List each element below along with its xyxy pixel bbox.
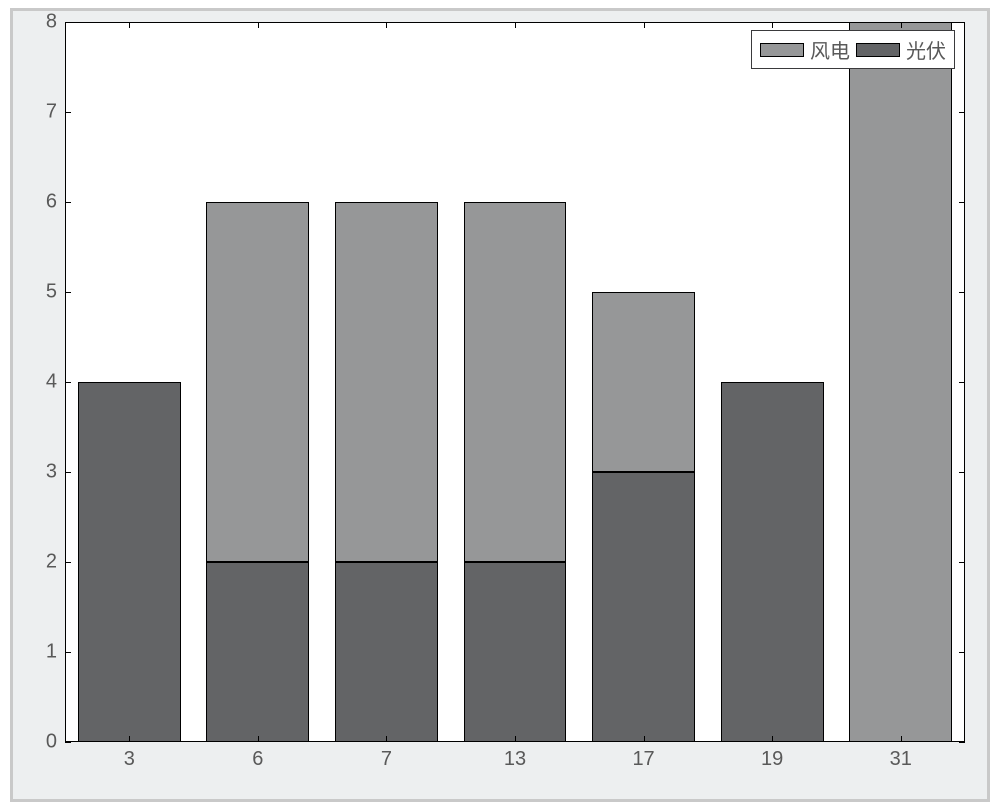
legend: 风电 光伏	[751, 30, 955, 69]
bar-segment	[464, 202, 567, 562]
x-tick	[772, 736, 773, 742]
y-tick-label: 3	[37, 461, 57, 484]
bar-segment	[206, 202, 309, 562]
x-tick	[515, 22, 516, 28]
y-tick-label: 0	[37, 731, 57, 754]
y-tick	[65, 22, 71, 23]
x-tick	[386, 22, 387, 28]
y-tick	[65, 202, 71, 203]
bar-segment	[592, 472, 695, 742]
bar-segment	[335, 562, 438, 742]
y-tick-label: 5	[37, 281, 57, 304]
bar-segment	[721, 382, 824, 742]
y-tick	[65, 292, 71, 293]
bar-segment	[335, 202, 438, 562]
x-tick	[129, 736, 130, 742]
y-tick	[959, 202, 965, 203]
bar-segment	[464, 562, 567, 742]
y-tick	[959, 382, 965, 383]
y-tick-label: 2	[37, 551, 57, 574]
x-tick	[901, 736, 902, 742]
bar-segment	[849, 22, 952, 742]
bar-segment	[206, 562, 309, 742]
x-tick-label: 31	[890, 748, 912, 771]
x-tick	[129, 22, 130, 28]
x-tick	[386, 736, 387, 742]
y-tick-label: 4	[37, 371, 57, 394]
bar-segment	[592, 292, 695, 472]
x-tick	[258, 22, 259, 28]
y-tick-label: 7	[37, 101, 57, 124]
y-tick	[959, 742, 965, 743]
y-tick	[65, 652, 71, 653]
legend-label: 风电	[810, 35, 850, 64]
y-tick	[65, 742, 71, 743]
x-tick	[515, 736, 516, 742]
y-tick	[959, 112, 965, 113]
y-tick-label: 6	[37, 191, 57, 214]
legend-swatch	[760, 43, 804, 57]
x-tick	[644, 736, 645, 742]
y-tick	[65, 472, 71, 473]
y-tick	[959, 562, 965, 563]
legend-swatch	[856, 43, 900, 57]
x-tick	[258, 736, 259, 742]
y-tick-label: 1	[37, 641, 57, 664]
x-tick-label: 17	[632, 748, 654, 771]
x-tick	[901, 22, 902, 28]
x-tick-label: 6	[252, 748, 263, 771]
x-tick	[772, 22, 773, 28]
legend-label: 光伏	[906, 35, 946, 64]
y-tick	[959, 292, 965, 293]
y-tick	[959, 472, 965, 473]
y-tick	[65, 382, 71, 383]
x-tick	[644, 22, 645, 28]
x-tick-label: 3	[124, 748, 135, 771]
x-tick-label: 7	[381, 748, 392, 771]
x-tick-label: 13	[504, 748, 526, 771]
y-tick-label: 8	[37, 11, 57, 34]
y-tick	[65, 562, 71, 563]
y-tick	[65, 112, 71, 113]
bar-segment	[78, 382, 181, 742]
x-tick-label: 19	[761, 748, 783, 771]
y-tick	[959, 22, 965, 23]
y-tick	[959, 652, 965, 653]
